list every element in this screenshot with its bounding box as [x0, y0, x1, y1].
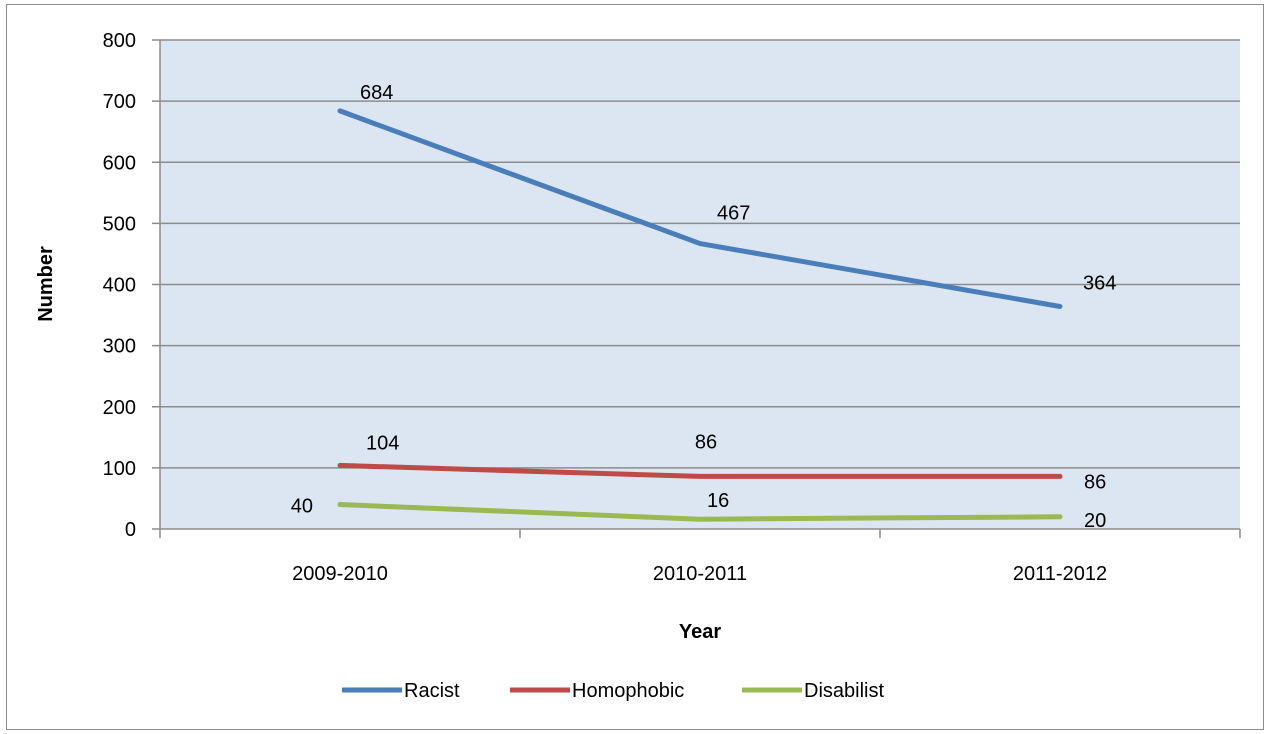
x-axis-title: Year [679, 621, 721, 643]
data-label: 104 [366, 432, 399, 454]
y-tick-labels: 0 100 200 300 400 500 600 700 800 [103, 30, 136, 541]
y-tick-label: 700 [103, 91, 136, 113]
series-line-homophobic [337, 462, 1063, 479]
data-label: 20 [1084, 510, 1106, 532]
data-labels: 684 467 364 104 86 86 40 16 20 [291, 82, 1117, 532]
x-tick-label: 2010-2011 [653, 563, 747, 585]
y-tick-label: 600 [103, 152, 136, 174]
series-lines [337, 108, 1063, 522]
data-label: 684 [360, 82, 393, 104]
x-tick-label: 2011-2012 [1013, 563, 1107, 585]
x-tick-labels: 2009-2010 2010-2011 2011-2012 [292, 563, 1107, 585]
data-label: 364 [1083, 273, 1116, 295]
data-label: 16 [707, 490, 729, 512]
x-tick-label: 2009-2010 [292, 563, 388, 585]
y-tick-label: 300 [103, 336, 136, 358]
y-tick-label: 100 [103, 458, 136, 480]
series-line-disabilist [337, 502, 1063, 522]
gridlines [152, 39, 1241, 538]
series-line-racist [337, 108, 1063, 310]
legend-label-disabilist: Disabilist [804, 680, 884, 702]
data-label: 467 [717, 203, 750, 225]
y-tick-label: 500 [103, 213, 136, 235]
y-axis-title: Number [35, 246, 57, 322]
legend: Racist Homophobic Disabilist [342, 680, 884, 702]
y-tick-label: 400 [103, 275, 136, 297]
y-tick-label: 200 [103, 397, 136, 419]
data-label: 86 [1084, 471, 1106, 493]
data-label: 40 [291, 496, 313, 518]
legend-label-racist: Racist [404, 680, 460, 702]
data-label: 86 [695, 431, 717, 453]
legend-label-homophobic: Homophobic [572, 680, 684, 702]
y-tick-label: 0 [125, 519, 136, 541]
y-tick-label: 800 [103, 30, 136, 52]
